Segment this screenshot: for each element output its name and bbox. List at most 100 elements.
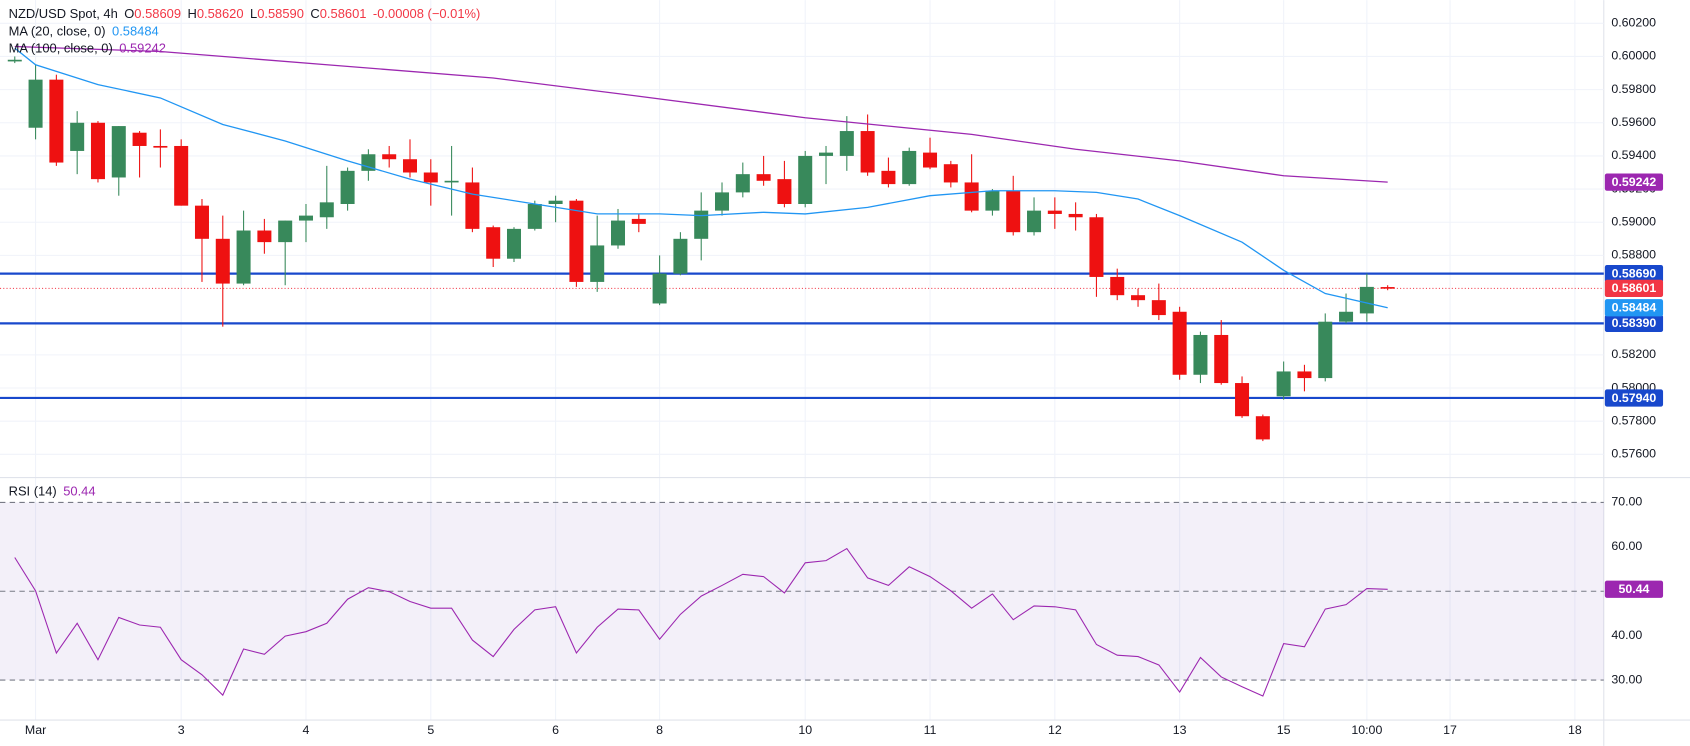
candle-body bbox=[631, 218, 646, 224]
ohlc-value: 0.58590 bbox=[257, 7, 304, 22]
legend-name: MA (100, close, 0) bbox=[9, 41, 113, 56]
candle-body bbox=[1131, 295, 1146, 301]
y-tick-label: 0.59800 bbox=[1611, 82, 1656, 96]
candle-body bbox=[132, 132, 147, 146]
candle-body bbox=[860, 131, 875, 173]
candle-body bbox=[236, 230, 251, 284]
y-tick-label: 0.59000 bbox=[1611, 215, 1656, 229]
candle-body bbox=[735, 174, 750, 193]
candle-body bbox=[194, 205, 209, 239]
chart-title: NZD/USD Spot, 4h O0.58609 H0.58620 L0.58590… bbox=[9, 7, 481, 22]
candle-body bbox=[1214, 334, 1229, 384]
candle-body bbox=[1151, 300, 1166, 316]
y-tick-label: 70.00 bbox=[1611, 495, 1642, 509]
title: NZD/USD Spot, 4h bbox=[9, 7, 118, 22]
candle-body bbox=[985, 190, 1000, 211]
candle-body bbox=[174, 145, 189, 206]
candle-body bbox=[257, 230, 272, 243]
candle-body bbox=[839, 131, 854, 156]
candle-body bbox=[610, 220, 626, 246]
ohlc-label: H bbox=[187, 7, 196, 22]
candle-body bbox=[943, 164, 958, 183]
candle-body bbox=[1068, 213, 1083, 218]
x-tick-label: 18 bbox=[1568, 723, 1582, 737]
price-badge bbox=[1604, 279, 1664, 298]
candle-body bbox=[215, 238, 230, 284]
x-tick-label: 10 bbox=[798, 723, 812, 737]
candle-body bbox=[1318, 321, 1333, 379]
x-tick-label: 13 bbox=[1173, 723, 1187, 737]
y-tick-label: 60.00 bbox=[1611, 539, 1642, 553]
x-tick-label: 11 bbox=[924, 723, 937, 737]
candle-body bbox=[7, 59, 22, 62]
x-tick-label: 4 bbox=[303, 723, 310, 737]
price-badge-label: 0.57940 bbox=[1612, 391, 1657, 405]
legend-value: 0.58484 bbox=[112, 24, 159, 39]
price-badge bbox=[1604, 173, 1664, 191]
candle-body bbox=[527, 203, 542, 229]
candle-body bbox=[90, 122, 105, 180]
candle-body bbox=[756, 174, 771, 181]
y-tick-label: 0.59400 bbox=[1611, 148, 1656, 162]
candle-body bbox=[423, 172, 438, 183]
candle-body bbox=[1193, 334, 1208, 375]
price-badge bbox=[1604, 314, 1664, 332]
candle-body bbox=[486, 227, 501, 259]
candle-body bbox=[1047, 210, 1062, 214]
y-tick-label: 0.58200 bbox=[1611, 347, 1656, 361]
price-badge-label: 0.58690 bbox=[1612, 266, 1657, 280]
legend-name: MA (20, close, 0) bbox=[9, 24, 106, 39]
x-tick-label: 6 bbox=[552, 723, 559, 737]
candle-body bbox=[1380, 287, 1395, 289]
legend-entry: RSI (14) 50.44 bbox=[9, 484, 96, 499]
ohlc-value: 0.58601 bbox=[320, 7, 367, 22]
x-tick-label: 12 bbox=[1048, 723, 1062, 737]
y-tick-label: 0.58800 bbox=[1611, 248, 1656, 262]
price-badge bbox=[1604, 580, 1664, 598]
candle-body bbox=[1027, 210, 1042, 233]
candle-body bbox=[444, 180, 459, 183]
candle-body bbox=[819, 152, 834, 156]
ohlc-value: 0.58609 bbox=[134, 7, 181, 22]
candle-body bbox=[881, 170, 896, 185]
candle-body bbox=[402, 159, 417, 173]
price-badge-label: 0.58601 bbox=[1612, 281, 1657, 295]
candle-body bbox=[361, 154, 376, 171]
series-line bbox=[14, 547, 1388, 697]
candle-body bbox=[340, 170, 355, 204]
series-line bbox=[14, 45, 1388, 183]
candle-body bbox=[715, 192, 730, 211]
candle-body bbox=[319, 202, 334, 218]
y-tick-label: 0.57800 bbox=[1611, 413, 1656, 427]
x-tick-label: Mar bbox=[25, 723, 46, 737]
candle-body bbox=[49, 79, 64, 163]
price-badge bbox=[1604, 389, 1664, 407]
x-tick-label: 3 bbox=[178, 723, 185, 737]
price-badge-label: 0.58390 bbox=[1612, 316, 1657, 330]
y-tick-label: 40.00 bbox=[1611, 628, 1642, 642]
candle-body bbox=[506, 228, 522, 259]
legend-value: 0.59242 bbox=[119, 41, 166, 56]
candle-body bbox=[1276, 371, 1291, 397]
candle-body bbox=[923, 152, 938, 168]
candle-body bbox=[298, 215, 313, 221]
candle-body bbox=[652, 273, 667, 304]
x-tick-label: 8 bbox=[656, 723, 663, 737]
candle-body bbox=[1339, 311, 1354, 322]
candle-body bbox=[1172, 311, 1187, 375]
candle-body bbox=[278, 220, 293, 243]
candle-body bbox=[569, 200, 584, 282]
rsi-band bbox=[0, 502, 1604, 681]
candle-body bbox=[694, 210, 709, 239]
x-tick-label: 17 bbox=[1443, 723, 1457, 737]
ohlc-label: O bbox=[124, 7, 134, 22]
ohlc-label: L bbox=[250, 7, 257, 22]
candle-body bbox=[111, 126, 126, 178]
legend-value: 50.44 bbox=[63, 484, 95, 499]
y-tick-label: 0.59600 bbox=[1611, 115, 1656, 129]
candle-body bbox=[798, 155, 813, 204]
candle-body bbox=[1110, 276, 1125, 296]
price-badge-label: 0.59242 bbox=[1612, 175, 1657, 189]
